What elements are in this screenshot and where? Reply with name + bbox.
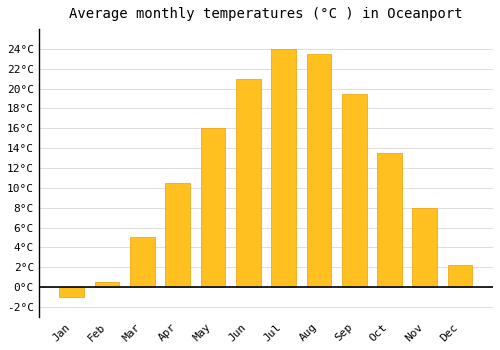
Bar xyxy=(412,208,437,287)
Bar xyxy=(236,79,260,287)
Bar xyxy=(306,54,331,287)
Bar xyxy=(60,287,84,297)
Bar xyxy=(200,128,226,287)
Bar xyxy=(166,183,190,287)
Bar xyxy=(271,49,296,287)
Bar xyxy=(448,265,472,287)
Bar xyxy=(130,237,155,287)
Bar xyxy=(342,93,366,287)
Bar xyxy=(94,282,120,287)
Title: Average monthly temperatures (°C ) in Oceanport: Average monthly temperatures (°C ) in Oc… xyxy=(69,7,462,21)
Bar xyxy=(377,153,402,287)
